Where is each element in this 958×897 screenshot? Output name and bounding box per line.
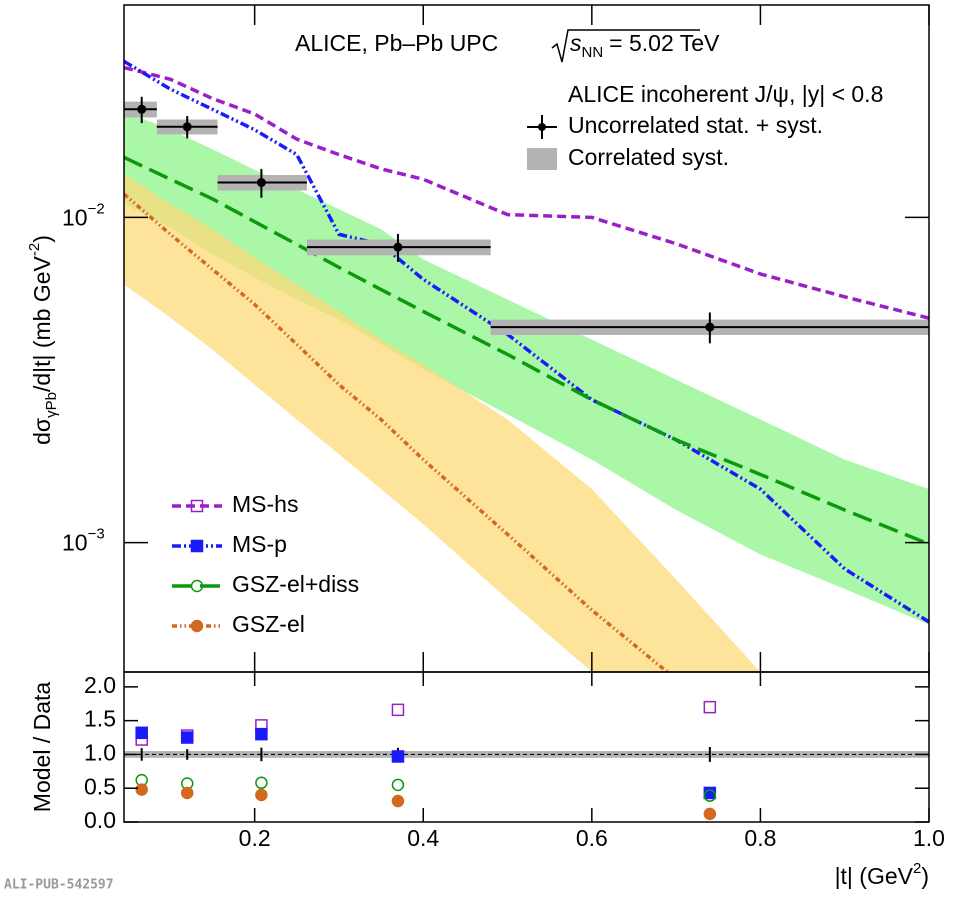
y-tick-base: 10 xyxy=(62,530,88,556)
legend-marker xyxy=(190,579,204,593)
ratio-point xyxy=(703,786,717,800)
legend-syst-box xyxy=(527,148,557,170)
ratio-frame xyxy=(123,671,930,823)
energy-sub: NN xyxy=(582,44,604,61)
data-point xyxy=(393,242,403,252)
data-point xyxy=(182,122,192,132)
ratio-point xyxy=(703,807,717,821)
y-label-sub: γPb xyxy=(43,392,60,418)
ratio-point xyxy=(391,750,405,763)
ratio-point xyxy=(703,700,717,714)
ratio-y-label: Model / Data xyxy=(29,682,55,813)
energy-var: s xyxy=(570,30,582,56)
x-label-sup: 2 xyxy=(913,860,921,877)
ratio-point xyxy=(391,778,405,792)
legend-label: MS-p xyxy=(232,531,287,557)
x-tick-label: 0.6 xyxy=(576,825,608,851)
y-tick-label: 10−2 xyxy=(62,200,105,230)
ratio-point xyxy=(255,788,268,802)
x-label: |t| (GeV2) xyxy=(835,860,929,889)
x-tick-label: 0.8 xyxy=(744,825,776,851)
legend-label: GSZ-el+diss xyxy=(232,571,359,597)
ratio-point xyxy=(703,789,717,802)
x-tick-label: 0.2 xyxy=(239,825,271,851)
y-label-mid: /d|t| (mb GeV xyxy=(29,255,55,392)
y-label-sup: -2 xyxy=(26,243,43,256)
title: ALICE, Pb–Pb UPC xyxy=(295,30,498,56)
x-label-main: |t| (GeV xyxy=(835,863,914,889)
y-tick-base: 10 xyxy=(62,204,88,230)
legend-marker xyxy=(190,499,204,513)
y-tick-label: 10−3 xyxy=(62,526,105,556)
legend-points: Uncorrelated stat. + syst. xyxy=(568,112,823,138)
ratio-point xyxy=(180,731,194,744)
data-point xyxy=(256,178,266,188)
ratio-y-tick-label: 1.5 xyxy=(84,706,116,732)
ratio-point xyxy=(180,786,194,800)
ratio-y-tick-label: 0.0 xyxy=(84,807,116,833)
energy-label: sNN = 5.02 TeV xyxy=(570,30,720,61)
ratio-point xyxy=(391,703,405,717)
ratio-point xyxy=(135,783,148,796)
ratio-point xyxy=(255,776,268,790)
ratio-point xyxy=(135,726,148,740)
x-tick-label: 1.0 xyxy=(913,825,945,851)
sqrt-sign xyxy=(551,29,700,63)
model-band xyxy=(124,173,761,672)
model-line xyxy=(124,192,671,672)
ratio-y-tick-label: 1.0 xyxy=(84,740,116,766)
ratio-y-tick-label: 2.0 xyxy=(84,672,116,698)
y-tick-exponent: −3 xyxy=(88,526,105,543)
legend-label: GSZ-el xyxy=(232,611,305,637)
ratio-point xyxy=(391,794,405,808)
y-label: dσγPb/d|t| (mb GeV-2) xyxy=(26,235,60,445)
model-line xyxy=(124,155,929,546)
x-tick-label: 0.4 xyxy=(407,825,439,851)
legend-label: MS-hs xyxy=(232,491,298,517)
legend-marker xyxy=(190,539,204,553)
model-line xyxy=(124,65,929,320)
x-label-end: ) xyxy=(921,863,929,889)
legend-marker xyxy=(190,619,204,633)
y-label-end: ) xyxy=(29,235,55,243)
legend-title: ALICE incoherent J/ψ, |y| < 0.8 xyxy=(568,81,883,107)
y-tick-exponent: −2 xyxy=(88,200,105,217)
energy-text: = 5.02 TeV xyxy=(609,30,720,56)
legend-point xyxy=(538,123,546,131)
legend-syst: Correlated syst. xyxy=(568,144,729,170)
footer: ALI-PUB-542597 xyxy=(4,878,114,893)
ratio-point xyxy=(255,727,268,741)
data-point xyxy=(705,322,715,332)
model-line xyxy=(124,59,929,624)
data-point xyxy=(137,104,147,114)
y-label-main: dσ xyxy=(29,418,55,445)
ratio-y-tick-label: 0.5 xyxy=(84,773,116,799)
